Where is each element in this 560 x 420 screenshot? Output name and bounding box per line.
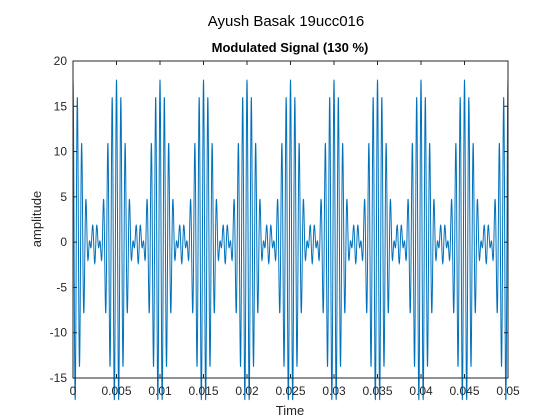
chart-title: Modulated Signal (130 %) <box>212 40 369 55</box>
x-axis-label: Time <box>276 403 304 418</box>
y-tick-label: 20 <box>54 54 68 68</box>
x-tick-label: 0.025 <box>275 384 305 398</box>
x-tick-label: 0.005 <box>101 384 131 398</box>
figure-suptitle: Ayush Basak 19ucc016 <box>208 13 365 30</box>
x-tick-label: 0.045 <box>449 384 479 398</box>
y-tick-label: 5 <box>60 190 67 204</box>
axes-box <box>72 60 509 379</box>
y-tick-label: 15 <box>54 99 68 113</box>
x-tick-label: 0.04 <box>409 384 433 398</box>
x-tick-label: 0.05 <box>496 384 520 398</box>
y-tick-label: 10 <box>54 145 68 159</box>
series-line <box>72 79 509 401</box>
x-tick-label: 0.035 <box>362 384 392 398</box>
x-tick-label: 0 <box>70 384 77 398</box>
ticks-layer: 0 0.005 0.01 0.015 0.02 0.025 0.03 0.035 0.04 0.0… <box>50 54 520 398</box>
x-tick-label: 0.03 <box>322 384 346 398</box>
x-tick-label: 0.02 <box>235 384 259 398</box>
series-layer <box>72 79 509 401</box>
y-tick-label: -10 <box>50 326 68 340</box>
y-axis-label: amplitude <box>29 191 44 247</box>
y-tick-label: -15 <box>50 371 68 385</box>
x-tick-label: 0.01 <box>148 384 172 398</box>
y-tick-label: 0 <box>60 235 67 249</box>
y-tick-label: -5 <box>56 280 67 294</box>
x-tick-label: 0.015 <box>188 384 218 398</box>
